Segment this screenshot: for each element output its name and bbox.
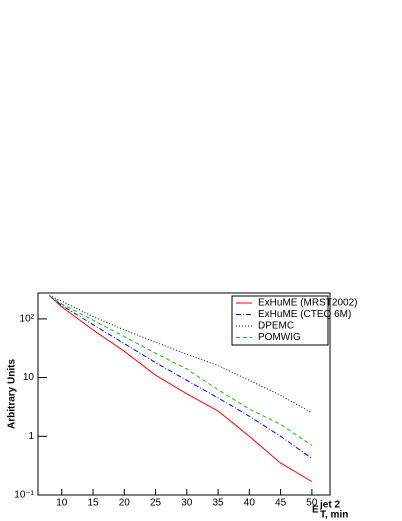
series-line: [48, 295, 313, 482]
legend-label: DPEMC: [258, 321, 294, 332]
legend-box: [231, 295, 329, 346]
y-axis-label: Arbitrary Units: [7, 359, 18, 429]
x-axis-label-sup: jet 2: [319, 500, 340, 511]
y-tick-label: 10⁻¹: [14, 490, 34, 501]
series-line: [49, 295, 313, 446]
y-tick-label: 1: [28, 431, 34, 442]
x-tick-label: 50: [306, 498, 318, 509]
x-tick-label: 35: [213, 498, 225, 509]
x-tick-label: 40: [244, 498, 256, 509]
legend-label: POMWIG: [258, 332, 301, 343]
y-tick-label: 10²: [20, 314, 35, 325]
x-tick-label: 10: [56, 498, 68, 509]
x-tick-label: 25: [150, 498, 162, 509]
x-tick-label: 30: [181, 498, 193, 509]
x-axis-label-sub: T, min: [320, 510, 348, 521]
x-axis-label: E: [312, 505, 319, 516]
y-tick-label: 10: [23, 372, 35, 383]
legend-label: ExHuME (CTEQ 6M): [258, 309, 351, 320]
series-line: [48, 295, 313, 459]
plot-frame: [37, 292, 331, 496]
x-tick-label: 20: [119, 498, 131, 509]
series-line: [49, 295, 313, 414]
x-tick-label: 45: [275, 498, 287, 509]
legend-label: ExHuME (MRST2002): [258, 298, 357, 309]
x-tick-label: 15: [87, 498, 99, 509]
